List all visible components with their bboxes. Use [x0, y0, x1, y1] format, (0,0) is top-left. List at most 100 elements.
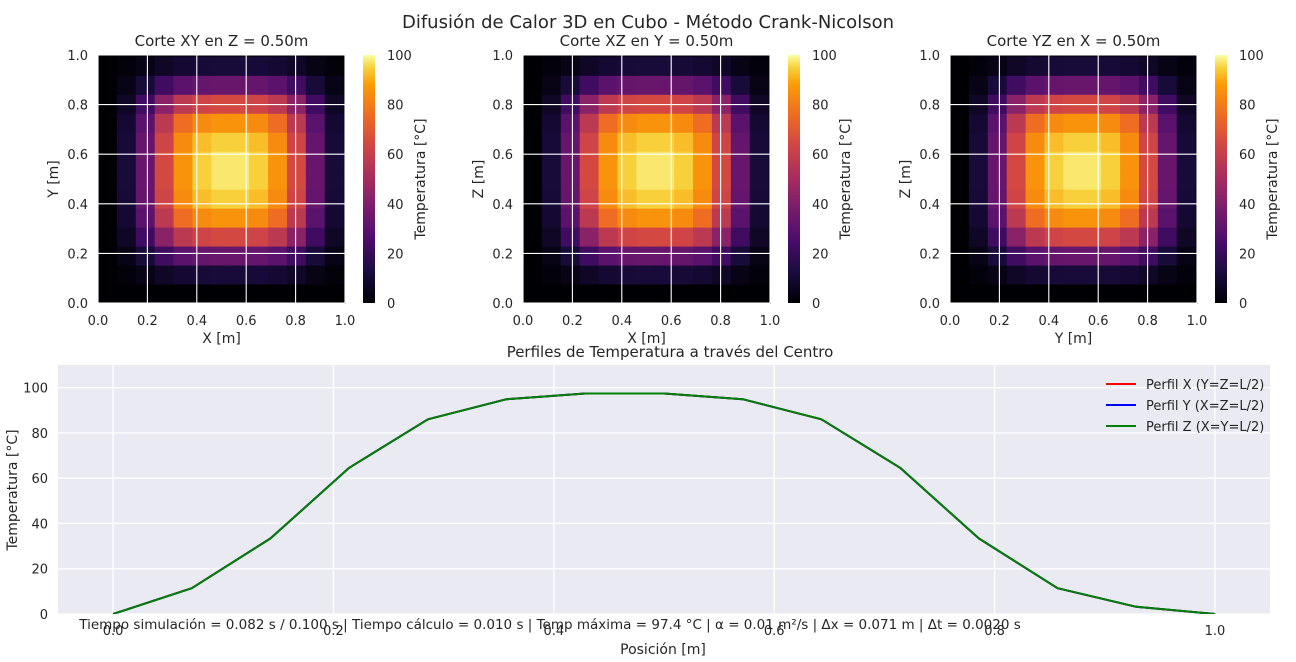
- y-axis-label: Z [m]: [898, 160, 914, 199]
- heatmap-cell: [1101, 189, 1121, 209]
- heatmap-cell: [636, 284, 656, 304]
- heatmap-cell: [579, 208, 600, 228]
- series-group: [112, 392, 1215, 614]
- heatmap-cell: [617, 75, 637, 95]
- heatmap-cell: [173, 189, 193, 209]
- heatmap-cell: [98, 94, 118, 114]
- heatmap-cell: [560, 113, 581, 133]
- heatmap-cell: [598, 75, 618, 95]
- heatmap-cell: [154, 170, 175, 190]
- heatmap-cell: [1176, 75, 1197, 95]
- heatmap-cell: [1082, 94, 1102, 114]
- heatmap-cell: [135, 56, 156, 76]
- heatmap-cell: [541, 94, 562, 114]
- heatmap-cell: [1101, 170, 1121, 190]
- y-tick-label: 0.6: [492, 148, 513, 163]
- heatmap-cell: [579, 246, 600, 266]
- heatmap-cell: [749, 94, 770, 114]
- heatmap-cell: [655, 75, 675, 95]
- heatmap-cell: [98, 227, 118, 247]
- heatmap-cell: [987, 56, 1008, 76]
- heatmap-cell: [950, 265, 970, 285]
- heatmap-cell: [560, 55, 581, 57]
- y-tick-label: 20: [31, 563, 48, 578]
- heatmap-cell: [730, 189, 751, 209]
- heatmap-title: Corte YZ en X = 0.50m: [987, 32, 1161, 50]
- y-tick-label: 0.8: [492, 99, 513, 114]
- heatmap-cell: [116, 170, 137, 190]
- heatmap-cell: [598, 208, 618, 228]
- heatmap-cell: [968, 170, 989, 190]
- heatmap-cell: [579, 189, 600, 209]
- heatmap-cell: [1082, 55, 1102, 57]
- heatmap-cell: [249, 170, 269, 190]
- x-tick-label: 0.6: [236, 314, 257, 329]
- heatmap-cell: [173, 94, 193, 114]
- heatmap-cell: [749, 284, 770, 304]
- x-tick-label: 0.2: [323, 624, 344, 639]
- heatmap-cell: [324, 132, 345, 152]
- heatmap-title: Corte XY en Z = 0.50m: [135, 32, 309, 50]
- heatmap-cell: [173, 170, 193, 190]
- heatmap-cell: [617, 284, 637, 304]
- heatmap-cell: [523, 55, 543, 57]
- heatmap-cell: [1006, 55, 1027, 57]
- heatmap-cell: [560, 75, 581, 95]
- y-tick-label: 1.0: [67, 49, 88, 64]
- y-axis-label: Z [m]: [471, 160, 487, 199]
- heatmap-cell: [1082, 170, 1102, 190]
- colorbar-tick-label: 0: [1239, 297, 1247, 312]
- heatmap-cell: [693, 170, 713, 190]
- heatmap-cell: [560, 56, 581, 76]
- heatmap-cell: [98, 189, 118, 209]
- y-tick-label: 1.0: [492, 49, 513, 64]
- heatmap-cell: [523, 208, 543, 228]
- heatmap-cell: [211, 189, 231, 209]
- heatmap-cell: [249, 246, 269, 266]
- y-tick-label: 0.2: [67, 247, 88, 262]
- heatmap-cell: [324, 189, 345, 209]
- x-axis-label: Posición [m]: [620, 642, 706, 658]
- heatmap-cell: [523, 94, 543, 114]
- heatmap-cell: [135, 246, 156, 266]
- heatmap-cell: [154, 246, 175, 266]
- heatmap-cell: [286, 227, 307, 247]
- heatmap-cell: [1025, 55, 1045, 57]
- heatmap-cell: [523, 227, 543, 247]
- heatmap-cell: [598, 227, 618, 247]
- heatmap-cell: [1138, 113, 1159, 133]
- heatmap-cell: [711, 56, 732, 76]
- heatmap-cell: [249, 55, 269, 57]
- heatmap-cell: [1138, 75, 1159, 95]
- heatmap-cell: [749, 55, 770, 57]
- heatmap-cell: [249, 75, 269, 95]
- heatmap-cell: [674, 132, 694, 152]
- heatmap-cell: [192, 94, 212, 114]
- heatmap-cell: [1006, 75, 1027, 95]
- x-tick-label: 0.0: [940, 314, 961, 329]
- heatmap-cell: [1120, 189, 1140, 209]
- x-tick-label: 0.4: [611, 314, 632, 329]
- x-axis-label: Y [m]: [1054, 331, 1093, 347]
- heatmap-cell: [1157, 56, 1178, 76]
- heatmap-cell: [730, 227, 751, 247]
- profile-line-chart: 0.0 0.2 0.4 0.6 0.8 1.0 0 20 40 60 80 100 Perfiles d…: [5, 343, 1270, 658]
- heatmap-cell: [523, 151, 543, 171]
- heatmap-cell: [1120, 170, 1140, 190]
- heatmap-cell: [324, 94, 345, 114]
- heatmap-cell: [154, 189, 175, 209]
- heatmap-cell: [286, 151, 307, 171]
- heatmap-cell: [286, 208, 307, 228]
- heatmap-cell: [987, 265, 1008, 285]
- heatmap-cell: [579, 113, 600, 133]
- heatmap-cell: [211, 208, 231, 228]
- heatmap-cell: [135, 94, 156, 114]
- heatmap-cell: [1025, 265, 1045, 285]
- heatmap-cell: [98, 284, 118, 304]
- heatmap-cell: [987, 208, 1008, 228]
- heatmap-cell: [1157, 55, 1178, 57]
- heatmap-cell: [730, 113, 751, 133]
- heatmap-cell: [98, 170, 118, 190]
- heatmap-cell: [230, 75, 250, 95]
- heatmap-cell: [230, 113, 250, 133]
